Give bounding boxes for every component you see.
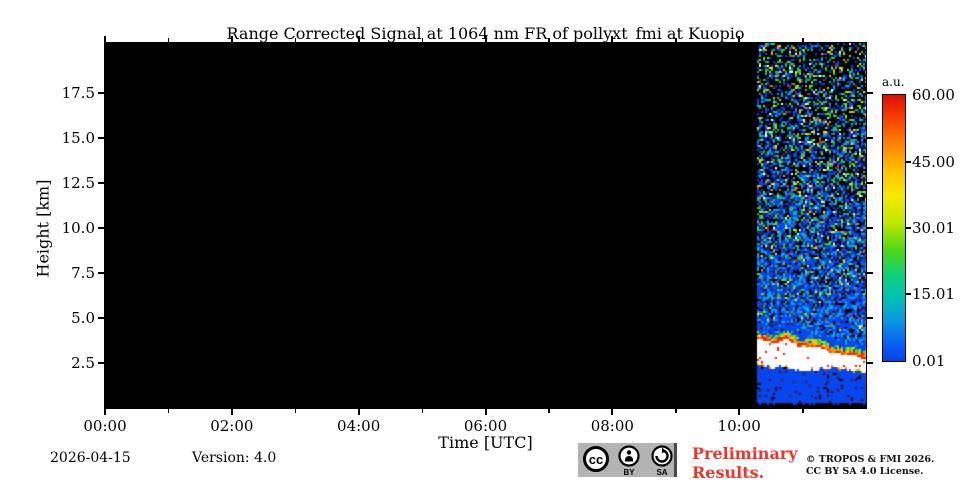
x-minor-tick bbox=[294, 409, 297, 413]
y-major-tick-right bbox=[867, 92, 873, 95]
colorbar-tick-label: 45.00 bbox=[912, 152, 955, 171]
y-major-tick bbox=[98, 92, 104, 95]
measurement-date: 2026-04-15 bbox=[50, 450, 131, 466]
x-minor-tick-top bbox=[421, 38, 424, 42]
colorbar-tick-label: 0.01 bbox=[912, 351, 946, 370]
x-major-tick-top bbox=[357, 36, 360, 42]
x-major-tick-top bbox=[104, 36, 106, 42]
y-major-tick bbox=[98, 137, 104, 140]
y-major-tick-right bbox=[867, 272, 873, 274]
y-major-tick bbox=[98, 182, 104, 185]
chart-title: Range Corrected Signal at 1064 nm FR of … bbox=[226, 24, 745, 43]
x-major-tick bbox=[104, 409, 106, 415]
colorbar-tick bbox=[906, 160, 911, 163]
y-tick-label: 12.5 bbox=[61, 174, 95, 193]
x-minor-tick bbox=[167, 409, 170, 413]
y-major-tick-right bbox=[867, 317, 873, 319]
copyright-notice: © TROPOS & FMI 2026. CC BY SA 4.0 Licens… bbox=[806, 454, 935, 477]
x-major-tick bbox=[230, 409, 233, 415]
colorbar-tick bbox=[906, 293, 911, 296]
cc-by-label: BY bbox=[623, 468, 635, 477]
x-minor-tick bbox=[802, 409, 804, 413]
y-tick-label: 5.0 bbox=[71, 309, 95, 327]
x-major-tick-top bbox=[484, 36, 487, 42]
cc-sa-label: SA bbox=[656, 468, 667, 477]
y-axis-label: Height [km] bbox=[33, 179, 53, 278]
x-major-tick bbox=[738, 409, 741, 415]
preliminary-results-notice: Preliminary Results. bbox=[692, 444, 798, 480]
x-major-tick-top bbox=[738, 36, 741, 42]
y-major-tick-right bbox=[867, 227, 873, 230]
x-minor-tick-top bbox=[294, 38, 297, 42]
x-minor-tick-top bbox=[167, 38, 170, 42]
x-minor-tick bbox=[421, 409, 424, 413]
y-tick-label: 10.0 bbox=[61, 219, 95, 238]
x-major-tick-top bbox=[230, 36, 233, 42]
svg-text:cc: cc bbox=[589, 452, 603, 467]
x-minor-tick bbox=[675, 409, 677, 413]
plot-canvas bbox=[105, 43, 866, 408]
colorbar-tick-label: 30.01 bbox=[912, 218, 955, 237]
x-axis-label: Time [UTC] bbox=[438, 433, 533, 452]
y-tick-label: 17.5 bbox=[61, 84, 95, 103]
x-tick-label: 00:00 bbox=[83, 417, 127, 435]
cc-by-person-icon bbox=[618, 445, 640, 467]
colorbar-tick-label: 15.01 bbox=[912, 285, 955, 304]
colorbar-unit-label: a.u. bbox=[882, 75, 905, 89]
plot-area bbox=[104, 42, 867, 409]
x-tick-label: 10:00 bbox=[717, 417, 761, 435]
cc-logo-icon: cc bbox=[583, 446, 609, 472]
x-tick-label: 02:00 bbox=[210, 417, 254, 435]
y-major-tick-right bbox=[867, 182, 873, 185]
x-major-tick-top bbox=[611, 36, 614, 42]
cc-sa-arrow-icon bbox=[651, 445, 673, 467]
badge-divider bbox=[674, 443, 677, 477]
cc-license-badge: cc BY SA bbox=[578, 443, 677, 480]
colorbar-tick-label: 60.00 bbox=[912, 86, 955, 104]
x-tick-label: 04:00 bbox=[337, 417, 381, 435]
x-major-tick bbox=[357, 409, 360, 415]
x-tick-label: 08:00 bbox=[590, 417, 634, 435]
colorbar-tick bbox=[906, 226, 911, 229]
x-major-tick bbox=[611, 409, 614, 415]
x-tick-label: 06:00 bbox=[463, 417, 508, 435]
y-major-tick-right bbox=[867, 137, 873, 140]
x-minor-tick-top bbox=[802, 38, 804, 42]
y-tick-label: 2.5 bbox=[71, 354, 95, 372]
y-tick-label: 15.0 bbox=[61, 129, 95, 148]
y-major-tick bbox=[98, 272, 104, 274]
x-minor-tick bbox=[548, 409, 550, 413]
x-major-tick bbox=[484, 409, 487, 415]
y-tick-label: 7.5 bbox=[71, 264, 95, 282]
x-minor-tick-top bbox=[548, 38, 550, 42]
y-major-tick bbox=[98, 317, 104, 319]
version-label: Version: 4.0 bbox=[192, 450, 277, 466]
y-major-tick bbox=[98, 227, 104, 230]
x-minor-tick-top bbox=[675, 38, 677, 42]
y-major-tick-right bbox=[867, 362, 873, 364]
colorbar-gradient bbox=[882, 94, 906, 362]
y-major-tick bbox=[98, 362, 104, 364]
